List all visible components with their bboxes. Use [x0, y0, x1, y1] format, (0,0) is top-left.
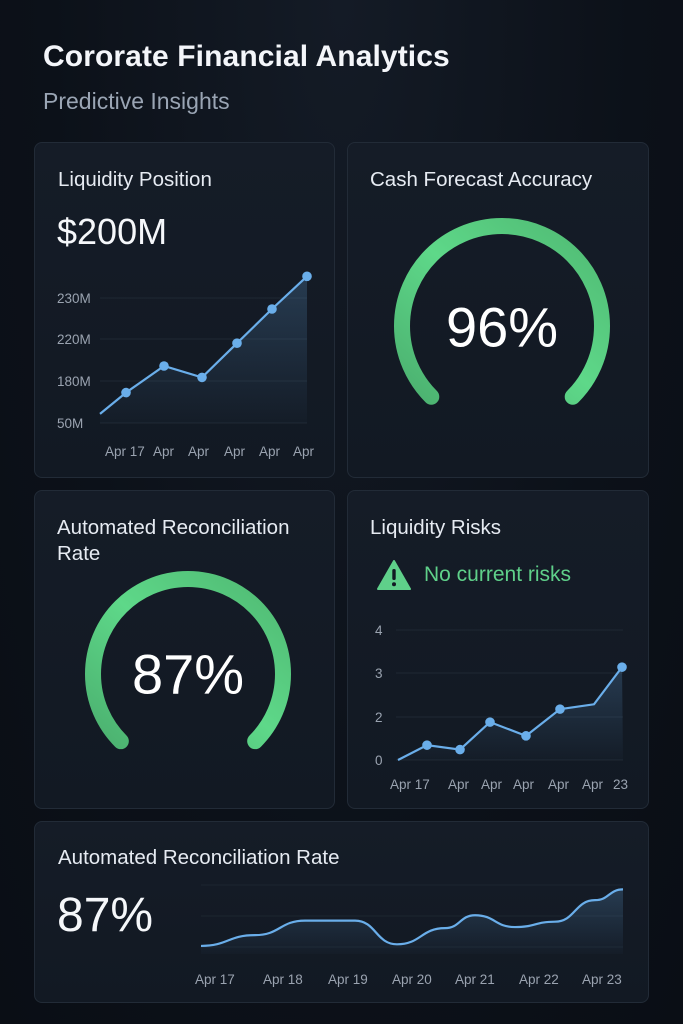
liquidity-xtick: Apr [153, 444, 175, 459]
liquidity-position-title: Liquidity Position [58, 168, 212, 191]
liquidity-ytick: 50M [57, 416, 83, 431]
automated-reconciliation-trend-card[interactable]: Automated Reconciliation Rate 87% Apr 17… [34, 821, 649, 1003]
risks-xtick: Apr [513, 777, 535, 792]
recon-trend-xtick: Apr 20 [392, 972, 432, 987]
recon-trend-xtick: Apr 21 [455, 972, 495, 987]
recon-trend-chart: Apr 17 Apr 18 Apr 19 Apr 20 Apr 21 Apr 22 Apr … [195, 884, 624, 987]
risks-ytick: 0 [375, 753, 383, 768]
liquidity-xtick: Apr [259, 444, 281, 459]
automated-reconciliation-card[interactable]: Automated Reconciliation Rate 87% [34, 490, 335, 809]
risks-line [397, 666, 623, 761]
liquidity-point [232, 338, 242, 348]
risks-point [422, 740, 432, 750]
recon-trend-xtick: Apr 22 [519, 972, 559, 987]
liquidity-ytick: 230M [57, 291, 91, 306]
automated-reconciliation-title-line1: Automated Reconciliation [57, 516, 290, 539]
liquidity-xtick: Apr [224, 444, 246, 459]
recon-trend-area [201, 889, 623, 954]
liquidity-chart: 230M 220M 180M 50M Apr 17 Apr Apr Apr Apr Apr [57, 271, 315, 459]
liquidity-xtick: Apr [293, 444, 315, 459]
recon-gauge: 87% [85, 571, 291, 750]
cash-forecast-accuracy-card[interactable]: Cash Forecast Accuracy 96% [347, 142, 649, 478]
risks-xtick: Apr [481, 777, 503, 792]
cash-forecast-accuracy-title: Cash Forecast Accuracy [370, 168, 593, 191]
risks-xtick: 23 [613, 777, 628, 792]
risks-xtick: Apr 17 [390, 777, 430, 792]
liquidity-point [267, 304, 277, 314]
liquidity-position-card[interactable]: Liquidity Position $200M 230M 220M 180M 50M… [34, 142, 335, 478]
risks-area [396, 667, 623, 760]
risks-point [617, 662, 627, 672]
risks-xtick: Apr [548, 777, 570, 792]
gauge-value: 87% [132, 643, 244, 706]
automated-reconciliation-title-line2: Rate [57, 542, 101, 565]
recon-trend-line [200, 888, 624, 948]
risks-ytick: 4 [375, 623, 383, 638]
liquidity-ytick: 220M [57, 332, 91, 347]
forecast-gauge: 96% [394, 218, 610, 405]
liquidity-point [197, 372, 207, 383]
liquidity-position-value: $200M [57, 211, 168, 252]
warning-triangle-icon [377, 560, 411, 590]
risk-status: No current risks [376, 559, 571, 591]
liquidity-xtick: Apr 17 [105, 444, 145, 459]
automated-reconciliation-trend-title: Automated Reconciliation Rate [58, 846, 340, 869]
recon-trend-xtick: Apr 19 [328, 972, 368, 987]
page-header: Cororate Financial Analytics Predictive … [43, 40, 450, 115]
liquidity-ytick: 180M [57, 374, 91, 389]
page-subtitle: Predictive Insights [43, 88, 230, 114]
risks-xtick: Apr [448, 777, 470, 792]
gauge-value: 96% [446, 295, 558, 358]
gauge-arc [85, 571, 291, 750]
recon-trend-xtick: Apr 18 [263, 972, 303, 987]
liquidity-xtick: Apr [188, 444, 210, 459]
page-title: Cororate Financial Analytics [43, 40, 450, 73]
liquidity-risks-card[interactable]: Liquidity Risks No current risks 4 3 2 0 Apr… [347, 490, 649, 809]
risks-chart: 4 3 2 0 Apr 17 Apr Apr Apr Apr Apr 23 [375, 623, 628, 792]
gauge-arc [394, 218, 610, 405]
risks-xtick: Apr [582, 777, 604, 792]
liquidity-point [121, 387, 131, 398]
automated-reconciliation-title: Automated Reconciliation Rate [57, 515, 289, 567]
risks-ytick: 3 [375, 666, 383, 681]
risks-point [455, 744, 465, 755]
automated-reconciliation-trend-value: 87% [57, 889, 154, 942]
recon-trend-xtick: Apr 17 [195, 972, 235, 987]
risks-ytick: 2 [375, 710, 383, 725]
liquidity-risks-title: Liquidity Risks [370, 516, 502, 539]
risks-point [521, 731, 531, 741]
risks-point [555, 704, 565, 714]
liquidity-point [302, 271, 312, 282]
liquidity-area [100, 276, 307, 423]
risks-point [485, 717, 495, 727]
recon-trend-xtick: Apr 23 [582, 972, 622, 987]
risk-status-text: No current risks [424, 563, 572, 586]
liquidity-point [159, 361, 169, 371]
